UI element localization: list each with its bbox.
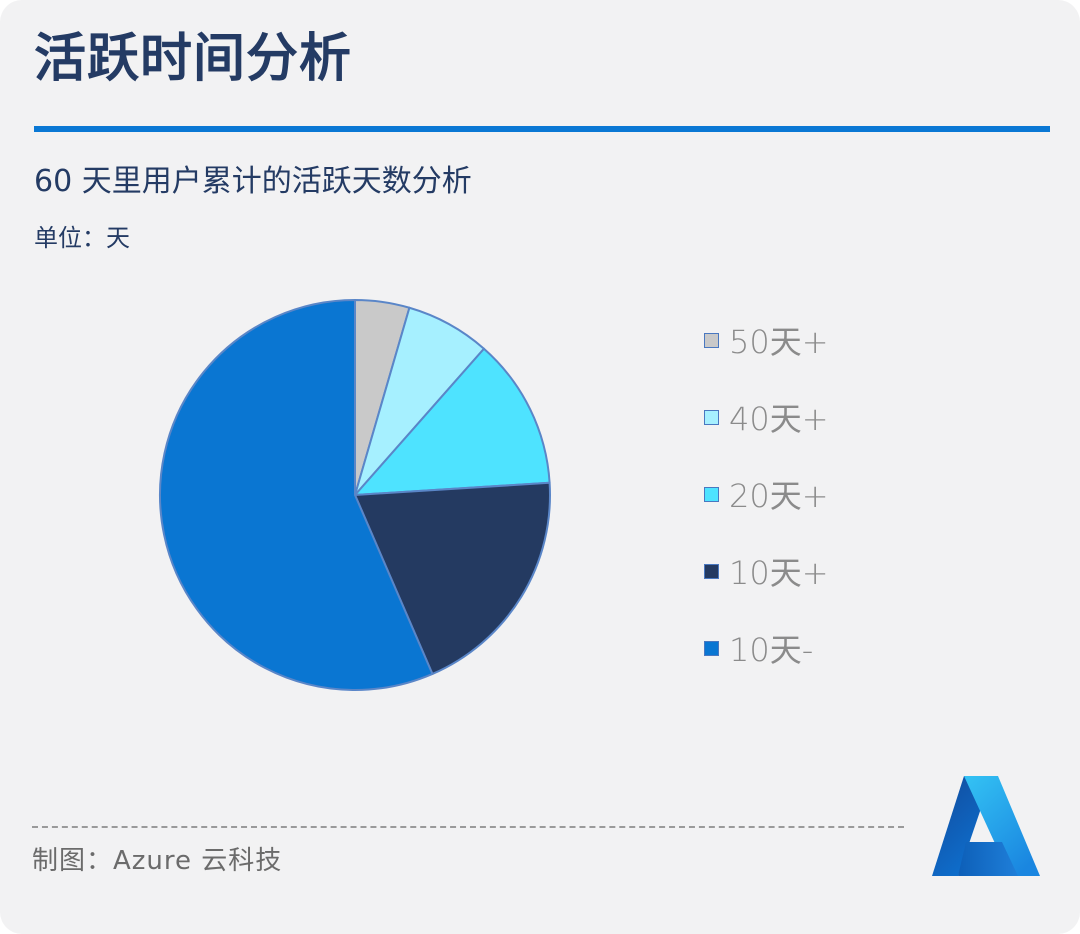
legend-item-3: 20天+: [704, 472, 829, 516]
legend-item-5: 10天-: [704, 626, 829, 670]
pie-chart: [159, 299, 551, 691]
title-divider: [34, 126, 1050, 132]
legend-label: 50天+: [729, 323, 829, 361]
legend-swatch: [704, 640, 719, 656]
pie-slice-4: [354, 481, 551, 675]
page-title: 活跃时间分析: [34, 29, 353, 89]
chart-subtitle: 60 天里用户累计的活跃天数分析: [34, 164, 472, 199]
legend-label: 40天+: [729, 400, 829, 438]
legend-label: 10天+: [729, 554, 829, 592]
legend-item-4: 10天+: [704, 549, 829, 593]
legend-item-2: 40天+: [704, 395, 829, 439]
legend-swatch: [704, 486, 719, 502]
legend-swatch: [704, 409, 719, 425]
chart-legend: 50天+ 40天+ 20天+ 10天+ 10天-: [704, 318, 829, 703]
pie-slice-5: [159, 299, 434, 691]
footer-divider: [32, 826, 904, 828]
legend-swatch: [704, 563, 719, 579]
azure-logo-icon: [932, 776, 1040, 876]
legend-item-1: 50天+: [704, 318, 829, 362]
pie-slice-3: [354, 347, 551, 496]
legend-label: 20天+: [729, 477, 829, 515]
legend-swatch: [704, 332, 719, 348]
unit-label: 单位：天: [34, 224, 130, 252]
chart-credit: 制图：Azure 云科技: [32, 846, 283, 876]
legend-label: 10天-: [729, 631, 814, 669]
